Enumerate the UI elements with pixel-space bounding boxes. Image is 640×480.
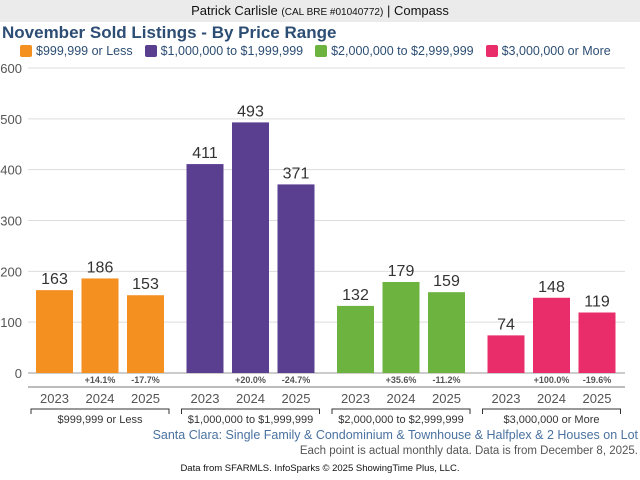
y-tick-label: 400 — [0, 163, 22, 178]
change-label: -24.7% — [282, 375, 311, 385]
data-label: 179 — [388, 263, 415, 280]
change-label: -17.7% — [131, 375, 160, 385]
x-tick-label: 2023 — [40, 391, 69, 406]
legend-item[interactable]: $999,999 or Less — [20, 44, 133, 58]
bar — [277, 184, 315, 373]
legend-item[interactable]: $2,000,000 to $2,999,999 — [315, 44, 474, 58]
group-label: $2,000,000 to $2,999,999 — [338, 414, 463, 426]
group-bracket — [30, 408, 170, 414]
x-tick-label: 2023 — [341, 391, 370, 406]
bar — [382, 282, 420, 373]
change-label: +35.6% — [386, 375, 417, 385]
y-tick-label: 0 — [15, 366, 22, 381]
change-label: +14.1% — [85, 375, 116, 385]
header-bar: Patrick Carlisle (CAL BRE #01040772) | C… — [0, 0, 640, 22]
legend-swatch — [315, 45, 328, 57]
y-tick-label: 200 — [0, 264, 22, 279]
y-tick-label: 600 — [0, 61, 22, 76]
data-label: 148 — [538, 279, 565, 296]
chart-title: November Sold Listings - By Price Range — [2, 23, 337, 42]
chart-subtitle: Santa Clara: Single Family & Condominium… — [152, 428, 638, 442]
bar — [337, 305, 374, 373]
group-label: $1,000,000 to $1,999,999 — [188, 414, 313, 426]
group-label: $999,999 or Less — [57, 414, 143, 426]
x-tick-label: 2023 — [492, 391, 521, 406]
legend-swatch — [144, 45, 157, 57]
y-tick-label: 500 — [0, 112, 22, 127]
y-tick-label: 300 — [0, 214, 22, 229]
data-label: 371 — [283, 165, 310, 182]
x-tick-label: 2024 — [86, 391, 115, 406]
bar — [127, 295, 164, 373]
change-label: -11.2% — [432, 375, 460, 385]
change-label: +100.0% — [534, 375, 570, 385]
y-tick-label: 100 — [0, 315, 22, 330]
x-tick-label: 2024 — [537, 391, 566, 406]
bar — [186, 164, 224, 373]
legend-label: $999,999 or Less — [36, 44, 133, 58]
data-label: 186 — [87, 259, 114, 276]
company-name: Compass — [393, 3, 449, 18]
bar-chart: 0 100 200 300 400 500 600 163 2023 186 +14.1% 2024 1… — [0, 61, 625, 426]
group-label: $3,000,000 or More — [503, 414, 599, 426]
legend: $999,999 or Less $1,000,000 to $1,999,999… — [20, 44, 611, 58]
x-tick-label: 2025 — [131, 391, 160, 406]
data-label: 119 — [584, 294, 610, 311]
footer-credit: Data from SFARMLS. InfoSparks © 2025 Sho… — [180, 463, 460, 474]
legend-item[interactable]: $1,000,000 to $1,999,999 — [144, 44, 304, 58]
x-tick-label: 2024 — [387, 391, 416, 406]
bar — [428, 292, 465, 373]
data-label: 153 — [132, 276, 159, 293]
bar — [578, 312, 616, 373]
group-bracket — [331, 408, 471, 414]
data-label: 411 — [192, 145, 218, 162]
legend-swatch — [485, 45, 498, 57]
data-label: 159 — [433, 273, 460, 290]
agent-name: Patrick Carlisle — [191, 3, 278, 18]
x-tick-label: 2025 — [583, 391, 612, 406]
x-tick-label: 2025 — [282, 391, 311, 406]
data-label: 132 — [342, 287, 369, 304]
data-label: 493 — [237, 103, 264, 120]
x-tick-label: 2023 — [191, 391, 220, 406]
group-bracket — [181, 408, 320, 414]
data-label: 163 — [41, 271, 68, 288]
legend-label: $1,000,000 to $1,999,999 — [160, 44, 304, 58]
legend-swatch — [20, 45, 32, 57]
bar — [232, 122, 269, 374]
header-separator: | — [386, 3, 391, 18]
data-note: Each point is actual monthly data. Data … — [299, 445, 638, 457]
change-label: +20.0% — [235, 375, 266, 385]
x-tick-label: 2024 — [236, 391, 265, 406]
bar — [36, 290, 73, 373]
legend-item[interactable]: $3,000,000 or More — [485, 44, 611, 58]
legend-label: $2,000,000 to $2,999,999 — [331, 44, 474, 58]
legend-label: $3,000,000 or More — [501, 44, 611, 58]
change-label: -19.6% — [583, 375, 612, 385]
data-label: 74 — [497, 316, 515, 333]
bar — [487, 335, 525, 373]
bar — [533, 297, 570, 373]
group-bracket — [482, 408, 621, 414]
bar — [81, 278, 119, 373]
x-tick-label: 2025 — [432, 391, 461, 406]
license-number: (CAL BRE #01040772) — [281, 7, 384, 18]
